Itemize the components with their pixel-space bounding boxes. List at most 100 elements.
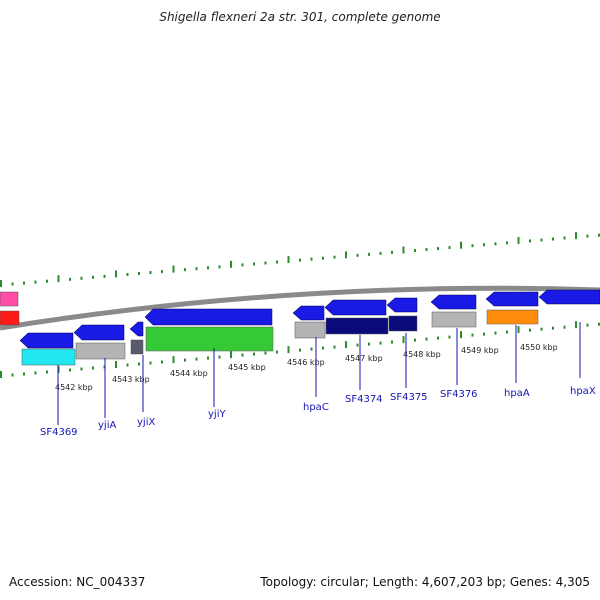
outer-tick — [253, 262, 255, 266]
gene-label: hpaC — [303, 402, 329, 413]
inner-tick — [333, 345, 336, 349]
inner-tick — [264, 351, 267, 355]
gene-block-sf4369 — [21, 348, 76, 366]
outer-tick — [437, 247, 439, 251]
inner-tick — [368, 342, 370, 346]
outer-tick — [391, 250, 393, 254]
outer-tick — [333, 255, 336, 259]
kbp-label: 4545 kbp — [228, 363, 266, 372]
outer-tick — [299, 258, 301, 262]
outer-tick — [0, 280, 2, 287]
feature-block-red — [0, 310, 20, 326]
outer-tick — [46, 279, 48, 283]
outer-tick — [126, 273, 129, 276]
outer-tick — [69, 277, 71, 281]
kbp-label: 4543 kbp — [112, 375, 150, 384]
outer-tick — [34, 280, 37, 284]
outer-tick — [11, 282, 14, 286]
inner-tick — [356, 343, 359, 347]
inner-tick — [276, 350, 278, 354]
outer-tick — [448, 246, 451, 250]
outer-tick — [138, 272, 140, 275]
outer-tick — [161, 270, 163, 274]
inner-tick — [149, 361, 152, 365]
outer-tick-ring — [0, 232, 600, 287]
kbp-label: 4542 kbp — [55, 383, 93, 392]
cds-arrow-yjix — [129, 321, 144, 337]
gene-label: hpaA — [504, 388, 530, 399]
gene-label: SF4375 — [390, 392, 428, 403]
outer-tick — [483, 243, 485, 247]
outer-tick — [287, 256, 290, 263]
outer-tick — [586, 234, 589, 238]
cds-arrow-hpax — [538, 289, 600, 305]
gene-label: SF4374 — [345, 394, 383, 405]
inner-tick — [23, 372, 25, 376]
cds-arrow-sf4374 — [324, 299, 387, 316]
outer-tick — [23, 281, 25, 285]
inner-tick — [552, 326, 554, 330]
feature-track — [0, 289, 600, 366]
inner-tick — [437, 336, 439, 340]
outer-tick — [345, 251, 347, 259]
inner-tick — [184, 358, 186, 362]
inner-tick — [0, 371, 2, 378]
inner-tick — [391, 340, 393, 344]
inner-tick — [517, 326, 520, 334]
inner-tick — [379, 341, 382, 345]
outer-tick — [218, 265, 221, 269]
outer-tick — [368, 252, 370, 256]
gene-label: yjiY — [208, 409, 226, 420]
kbp-label: 4549 kbp — [461, 346, 499, 355]
outer-tick — [322, 256, 324, 260]
inner-tick — [529, 328, 531, 332]
inner-tick — [575, 321, 577, 329]
inner-tick — [92, 366, 94, 370]
cds-arrow-yjia — [73, 324, 125, 341]
outer-tick — [184, 268, 186, 272]
outer-tick — [80, 276, 83, 280]
inner-tick — [80, 367, 83, 371]
gene-label: SF4376 — [440, 389, 478, 400]
inner-tick — [115, 361, 117, 368]
outer-tick — [172, 265, 175, 273]
outer-tick — [540, 238, 543, 242]
outer-tick — [598, 233, 600, 237]
inner-tick — [471, 333, 474, 337]
outer-tick — [425, 248, 428, 251]
outer-tick — [414, 249, 416, 252]
outer-tick — [575, 232, 577, 240]
outer-tick — [471, 244, 474, 248]
outer-tick — [552, 237, 554, 241]
inner-tick — [483, 332, 485, 336]
inner-tick — [310, 347, 313, 351]
gene-label: SF4369 — [40, 427, 78, 438]
inner-tick — [299, 348, 301, 352]
outer-tick — [529, 239, 531, 243]
inner-tick — [253, 352, 255, 356]
inner-tick — [586, 323, 589, 327]
map-title: Shigella flexneri 2a str. 301, complete … — [159, 10, 441, 24]
accession-text: Accession: NC_004337 — [9, 575, 146, 589]
cds-arrow-hpac — [292, 305, 325, 321]
inner-tick — [34, 371, 37, 375]
cds-arrow-sf4376 — [430, 294, 477, 310]
gene-block-sf4375 — [388, 315, 418, 332]
cds-arrow-hpaa — [485, 291, 539, 307]
inner-tick — [230, 351, 232, 359]
outer-tick — [460, 241, 462, 249]
outer-tick — [207, 266, 209, 270]
inner-tick — [448, 335, 451, 339]
feature-block-pink — [0, 291, 19, 307]
gene-block-yjiy — [145, 326, 274, 352]
inner-tick — [402, 336, 405, 344]
kbp-label: 4546 kbp — [287, 358, 325, 367]
outer-tick — [356, 253, 359, 257]
inner-tick — [540, 327, 543, 331]
inner-tick — [345, 341, 347, 349]
outer-tick — [115, 270, 117, 278]
gene-block-hpaa — [486, 309, 539, 325]
inner-tick — [563, 325, 566, 329]
inner-tick — [494, 331, 497, 335]
